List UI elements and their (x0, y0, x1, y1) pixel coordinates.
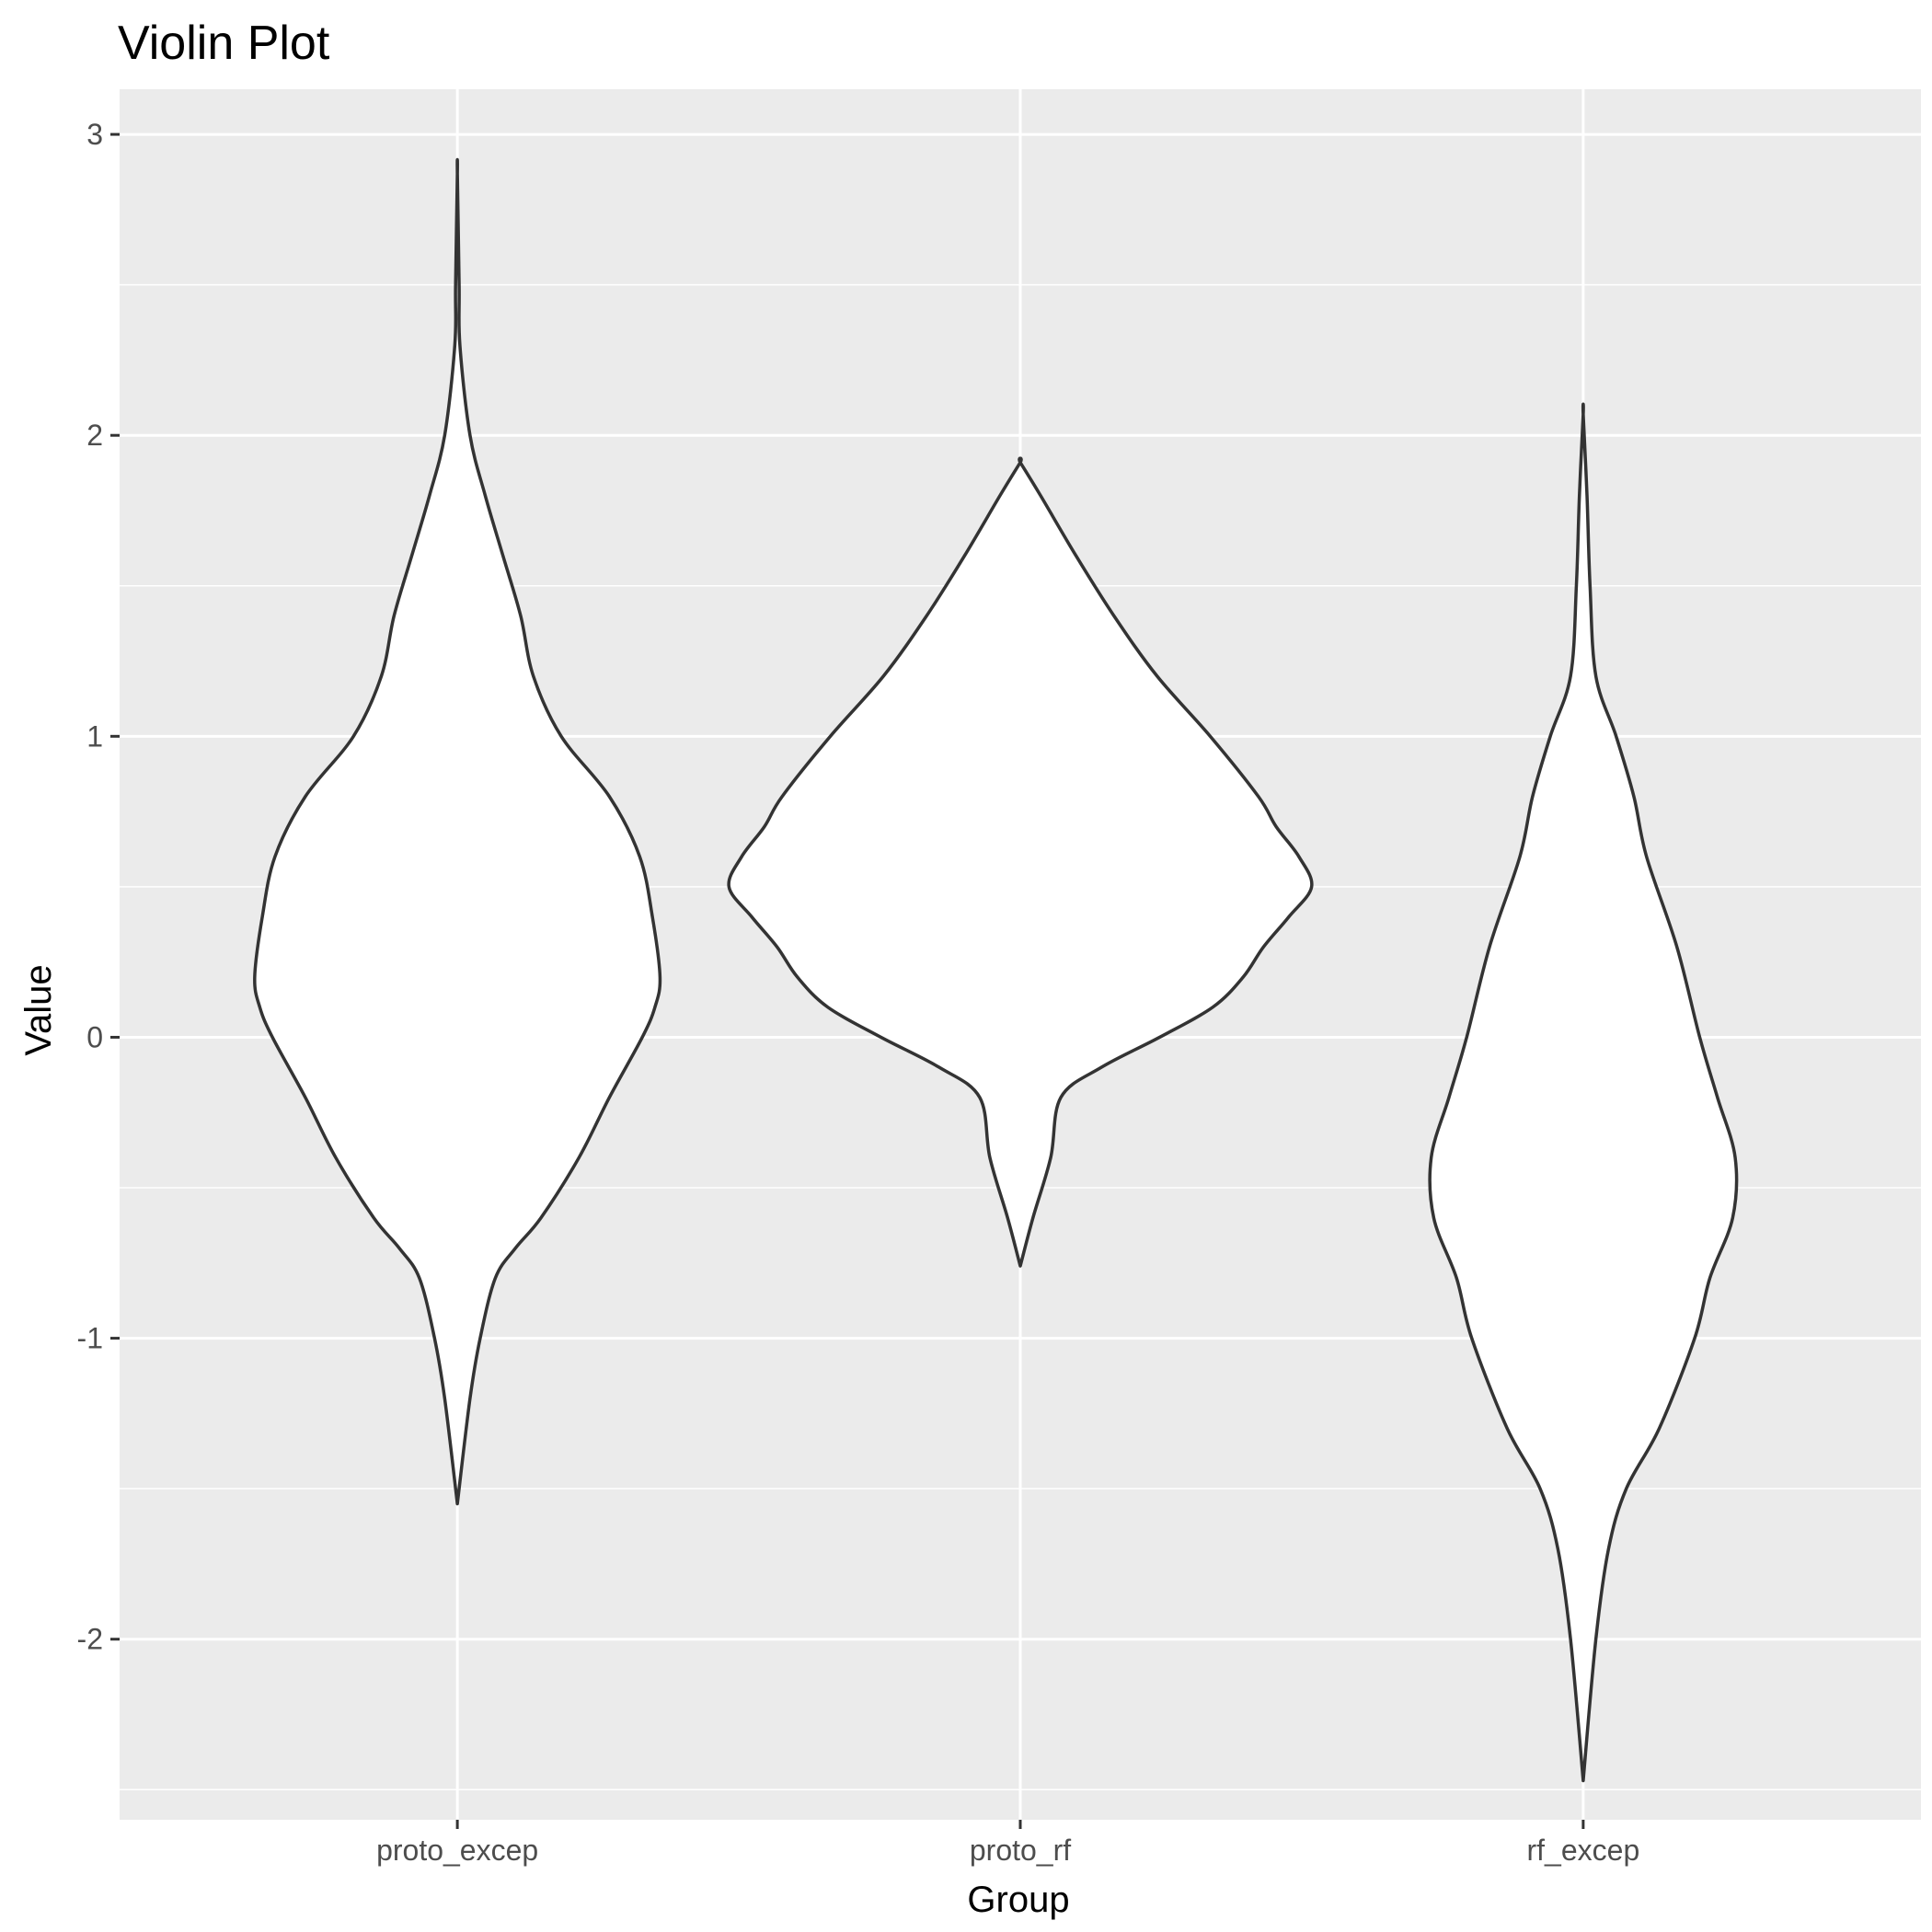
x-tick-label: rf_excep (1527, 1834, 1640, 1867)
y-tick-label: -2 (77, 1623, 103, 1656)
x-axis: proto_excep proto_rf rf_excep (376, 1820, 1639, 1867)
violins (253, 157, 1739, 1783)
chart-title: Violin Plot (118, 17, 330, 70)
y-tick-label: -1 (77, 1322, 103, 1355)
x-tick-label: proto_rf (970, 1834, 1071, 1867)
violin-proto-excep (253, 157, 662, 1506)
y-tick-label: 1 (86, 719, 103, 753)
violin-proto-rf (727, 456, 1314, 1268)
y-tick-label: 0 (86, 1020, 103, 1053)
y-tick-label: 3 (86, 118, 103, 151)
y-axis-title: Value (18, 964, 59, 1055)
x-axis-title: Group (967, 1880, 1069, 1920)
y-axis: -2 -1 0 1 2 3 (77, 118, 120, 1656)
x-tick-label: proto_excep (376, 1834, 538, 1867)
violin-rf-excep (1428, 402, 1739, 1783)
y-tick-label: 2 (86, 419, 103, 452)
